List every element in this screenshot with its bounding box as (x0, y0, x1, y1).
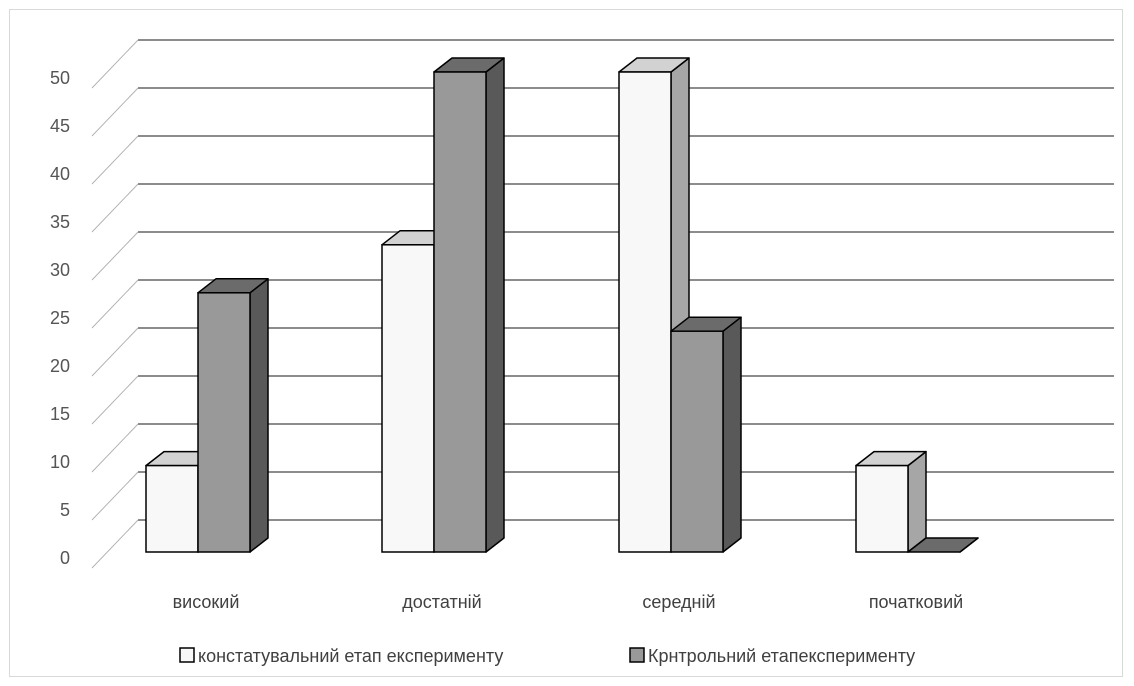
legend-label-1: констатувальний етап експерименту (198, 646, 503, 666)
bar-front (855, 464, 909, 553)
bar-front (197, 292, 251, 553)
y-tick-label: 15 (50, 404, 70, 424)
bar-side (907, 450, 927, 553)
gridline-depth (91, 39, 139, 89)
y-tick-label: 5 (60, 500, 70, 520)
legend-swatch-2 (629, 647, 645, 663)
x-tick-label: початковий (869, 592, 963, 612)
gridline-depth (91, 231, 139, 281)
chart-frame (9, 9, 1123, 677)
y-tick-label: 25 (50, 308, 70, 328)
legend-swatch-1 (179, 647, 195, 663)
bar-constat-3 (855, 450, 927, 553)
bar-control-3 (907, 537, 979, 553)
x-axis-labels: високий достатній середній початковий (173, 592, 964, 612)
legend-label-2: Крнтрольний етапексперименту (648, 646, 915, 666)
bar-front (433, 71, 487, 553)
bar-front (381, 244, 435, 553)
x-tick-label: середній (642, 592, 715, 612)
bar-side (485, 57, 505, 553)
gridline-depth (91, 471, 139, 521)
x-tick-label: достатній (402, 592, 481, 612)
legend: констатувальний етап експерименту Крнтрол… (179, 646, 915, 666)
bar-top (907, 537, 979, 553)
gridline-depth (91, 375, 139, 425)
gridline-depth (91, 183, 139, 233)
y-tick-label: 30 (50, 260, 70, 280)
gridline-depth (91, 423, 139, 473)
gridline-depth (91, 519, 139, 569)
gridline-depth (91, 135, 139, 185)
x-tick-label: високий (173, 592, 240, 612)
bar-control-2 (670, 316, 742, 553)
y-axis-ticks: 0 5 10 15 20 25 30 35 40 45 50 (50, 68, 70, 568)
bar-control-0 (197, 278, 269, 553)
y-tick-label: 40 (50, 164, 70, 184)
bar-control-1 (433, 57, 505, 553)
bar-side (722, 316, 742, 553)
y-tick-label: 20 (50, 356, 70, 376)
bar-side (249, 278, 269, 553)
bar-front (670, 330, 724, 553)
y-tick-label: 50 (50, 68, 70, 88)
bar-front (618, 71, 672, 553)
y-tick-label: 35 (50, 212, 70, 232)
bars (145, 57, 979, 553)
y-tick-label: 45 (50, 116, 70, 136)
gridline-depth (91, 279, 139, 329)
y-tick-label: 10 (50, 452, 70, 472)
gridline-depth (91, 87, 139, 137)
y-tick-label: 0 (60, 548, 70, 568)
gridline-depth (91, 327, 139, 377)
bar-front (145, 464, 199, 553)
